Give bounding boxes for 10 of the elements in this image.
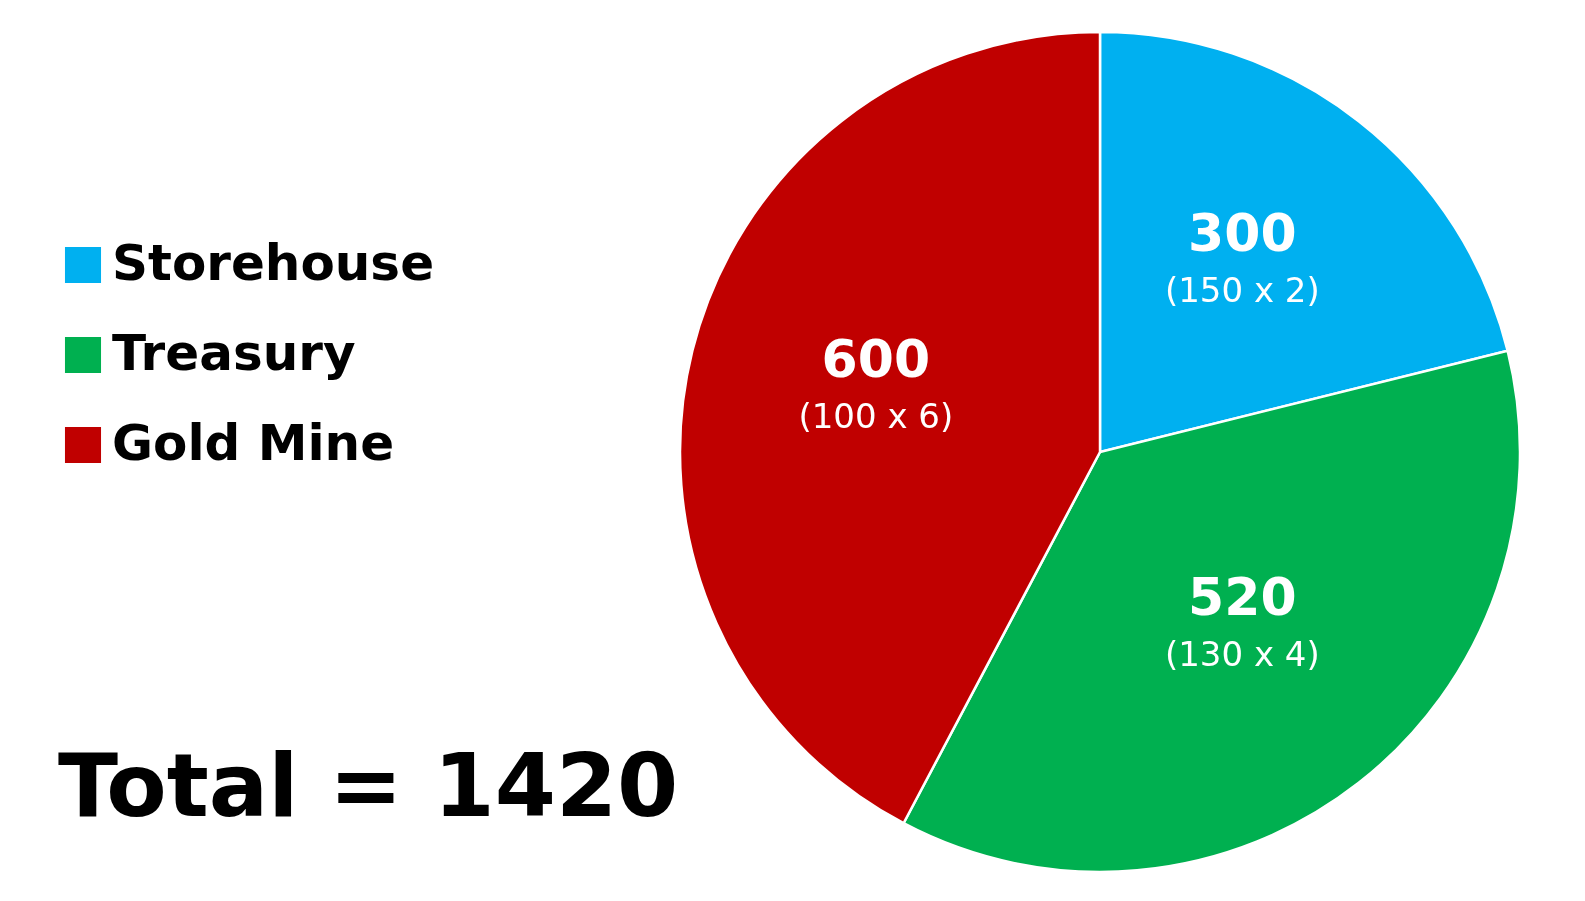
legend-label: Storehouse [112,234,435,292]
data-label: 600 [821,329,931,390]
text: (150 x 2) [1164,270,1320,311]
legend-label: Treasury [112,324,356,382]
data-label: 520 [1188,566,1297,627]
text: (130 x 4) [1164,633,1320,674]
legend-label: Gold Mine [112,414,395,472]
text: (100 x 6) [798,396,954,437]
text: Total = 1420 [58,734,679,837]
data-label: 300 [1188,203,1297,264]
